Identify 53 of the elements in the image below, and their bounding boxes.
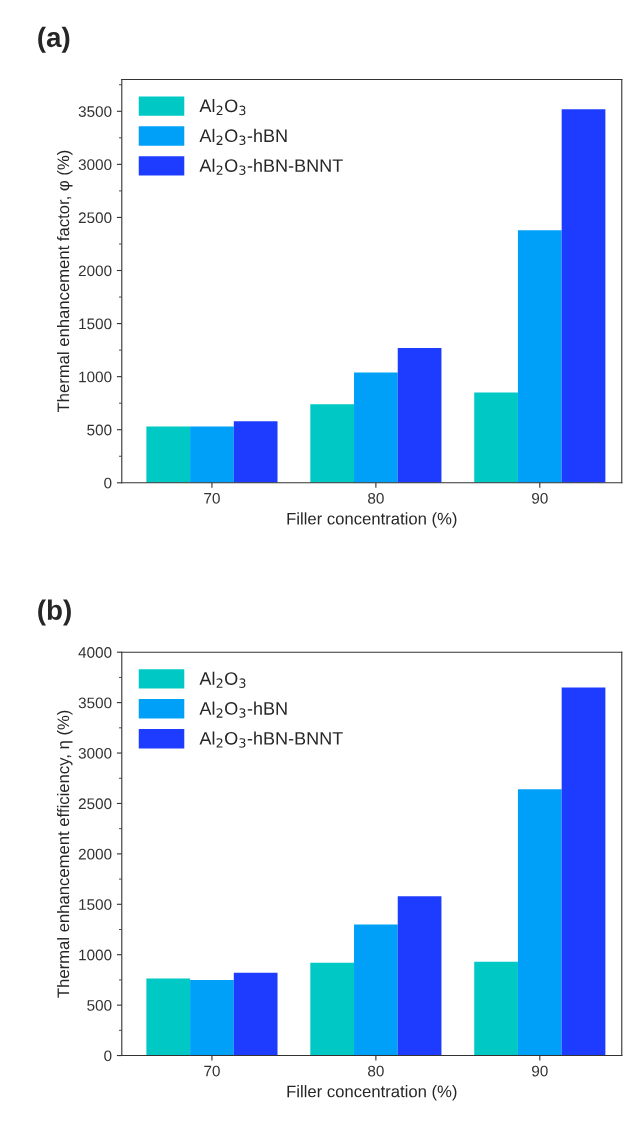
x-tick-label: 80 — [368, 1065, 384, 1077]
bar — [354, 372, 398, 483]
bar — [354, 924, 398, 1056]
bar — [146, 426, 191, 483]
y-tick-label: 0 — [104, 1050, 112, 1062]
y-tick-label: 1500 — [79, 318, 112, 330]
bar — [474, 392, 518, 483]
y-tick-label: 500 — [87, 424, 112, 436]
y-tick-label: 1000 — [79, 949, 112, 961]
chart-title: (b) — [38, 599, 71, 626]
bar — [517, 230, 562, 483]
y-tick-label: 1000 — [79, 371, 112, 383]
bar — [474, 961, 518, 1056]
x-tick-label: 90 — [532, 1065, 548, 1077]
x-tick-label: 80 — [368, 492, 384, 504]
y-tick-label: 3000 — [78, 747, 112, 759]
y-tick-label: 4000 — [78, 647, 112, 658]
y-tick-label: 0 — [104, 477, 112, 489]
bar — [190, 426, 234, 483]
bar — [233, 421, 278, 483]
bar — [397, 347, 442, 483]
y-tick-label: 2000 — [78, 265, 112, 277]
y-tick-label: 500 — [87, 1000, 112, 1011]
bar — [146, 978, 191, 1056]
y-axis-title: Thermal enhancement factor, φ (%) — [56, 150, 73, 413]
legend-label: Al$_{2}$O$_{3}$-hBN — [199, 701, 287, 718]
x-tick-label: 90 — [532, 492, 548, 504]
y-axis-title: Thermal enhancement efficiency, η (%) — [56, 710, 73, 998]
bar — [517, 789, 562, 1056]
legend-label: Al$_{2}$O$_{3}$-hBN — [199, 128, 287, 146]
bar — [310, 404, 355, 483]
x-axis-title: Filler concentration (%) — [287, 512, 457, 528]
x-tick-label: 70 — [204, 1065, 220, 1077]
x-tick-label: 70 — [204, 492, 220, 504]
bar — [561, 109, 606, 483]
chart-title: (a) — [38, 26, 70, 53]
bar — [190, 979, 234, 1056]
y-tick-label: 3500 — [78, 697, 112, 709]
y-tick-label: 1500 — [79, 899, 112, 910]
bar — [233, 972, 278, 1056]
x-axis-title: Filler concentration (%) — [287, 1085, 457, 1101]
y-tick-label: 3500 — [78, 106, 112, 117]
y-tick-label: 2500 — [78, 212, 112, 224]
y-tick-label: 3000 — [78, 159, 112, 171]
y-tick-label: 2500 — [78, 798, 112, 810]
legend-label: Al$_{2}$O$_{3}$ — [199, 671, 246, 688]
legend-label: Al$_{2}$O$_{3}$-hBN-BNNT — [199, 731, 343, 748]
y-tick-label: 2000 — [78, 848, 112, 860]
legend-label: Al$_{2}$O$_{3}$ — [199, 98, 246, 116]
bar — [397, 896, 442, 1056]
bar — [310, 962, 355, 1056]
legend-label: Al$_{2}$O$_{3}$-hBN-BNNT — [199, 158, 343, 175]
bar — [561, 687, 606, 1056]
